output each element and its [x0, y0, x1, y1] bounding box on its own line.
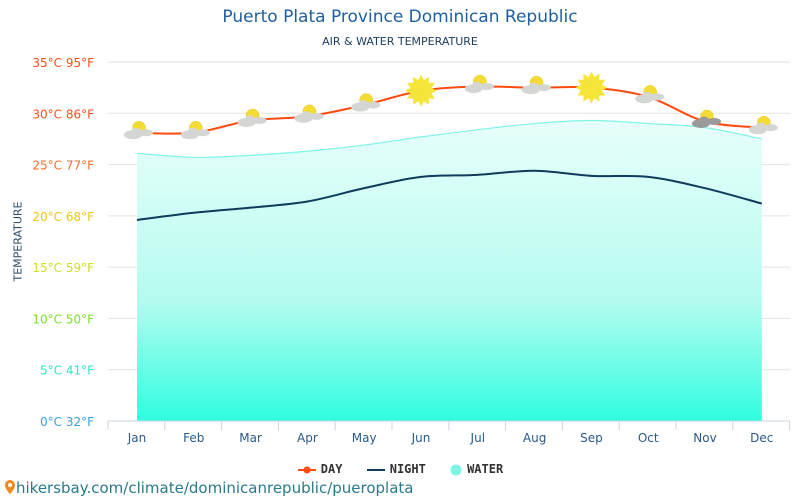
night-line [136, 169, 763, 221]
y-tick-label: 15°C 59°F [32, 261, 94, 275]
chart-subtitle: AIR & WATER TEMPERATURE [322, 35, 478, 48]
legend-water[interactable]: WATER [449, 462, 503, 476]
chart-title: Puerto Plata Province Dominican Republic [222, 7, 578, 27]
source-link[interactable]: hikersbay.com/climate/dominicanrepublic/… [4, 479, 413, 497]
sunny-icon [405, 74, 437, 107]
partly-cloudy-icon [294, 104, 324, 123]
water-dot-icon [450, 464, 462, 475]
partly-cloudy-icon [351, 93, 381, 112]
partly-cloudy-icon [464, 74, 494, 94]
y-tick-label: 35°C 95°F [32, 56, 94, 70]
y-tick-label: 25°C 77°F [32, 159, 94, 173]
x-tick-label: Jun [411, 431, 431, 445]
partly-cloudy-icon [180, 121, 210, 140]
location-pin-icon [5, 480, 15, 494]
x-tick-label: Mar [239, 431, 262, 445]
x-tick-label: Jan [127, 431, 147, 445]
x-tick-label: Jul [470, 431, 485, 445]
legend-night-label: NIGHT [389, 462, 426, 476]
partly-cloudy-icon [124, 121, 153, 140]
partly-cloudy-icon [237, 108, 267, 127]
partly-cloudy-icon [521, 75, 551, 95]
x-tick-label: Feb [183, 431, 204, 445]
y-tick-label: 30°C 86°F [32, 107, 94, 121]
y-tick-label: 5°C 41°F [40, 364, 94, 378]
water-line [136, 119, 762, 159]
water-area [137, 120, 762, 422]
partly-cloudy-icon [748, 115, 778, 135]
source-url: hikersbay.com/climate/dominicanrepublic/… [16, 479, 414, 497]
y-tick-label: 0°C 32°F [40, 415, 94, 429]
x-tick-label: May [352, 431, 377, 445]
y-tick-label: 20°C 68°F [32, 210, 94, 224]
sunny-icon [575, 71, 608, 104]
rain-showers-icon [692, 109, 721, 128]
x-tick-label: Sep [580, 431, 603, 445]
x-tick-label: Dec [750, 431, 773, 445]
legend-night[interactable]: NIGHT [366, 462, 426, 476]
legend-day-label: DAY [320, 462, 343, 476]
x-tick-label: Apr [297, 431, 318, 445]
legend-day[interactable]: DAY [297, 462, 343, 476]
legend-water-label: WATER [467, 462, 504, 476]
x-tick-label: Nov [693, 431, 716, 445]
night-line-icon [366, 468, 385, 471]
x-tick-label: Aug [523, 431, 546, 445]
legend: DAY NIGHT WATER [0, 462, 800, 476]
y-tick-label: 10°C 50°F [32, 312, 94, 326]
partly-cloudy-icon [635, 85, 665, 104]
day-line-icon [297, 466, 316, 473]
x-tick-label: Oct [638, 431, 659, 445]
